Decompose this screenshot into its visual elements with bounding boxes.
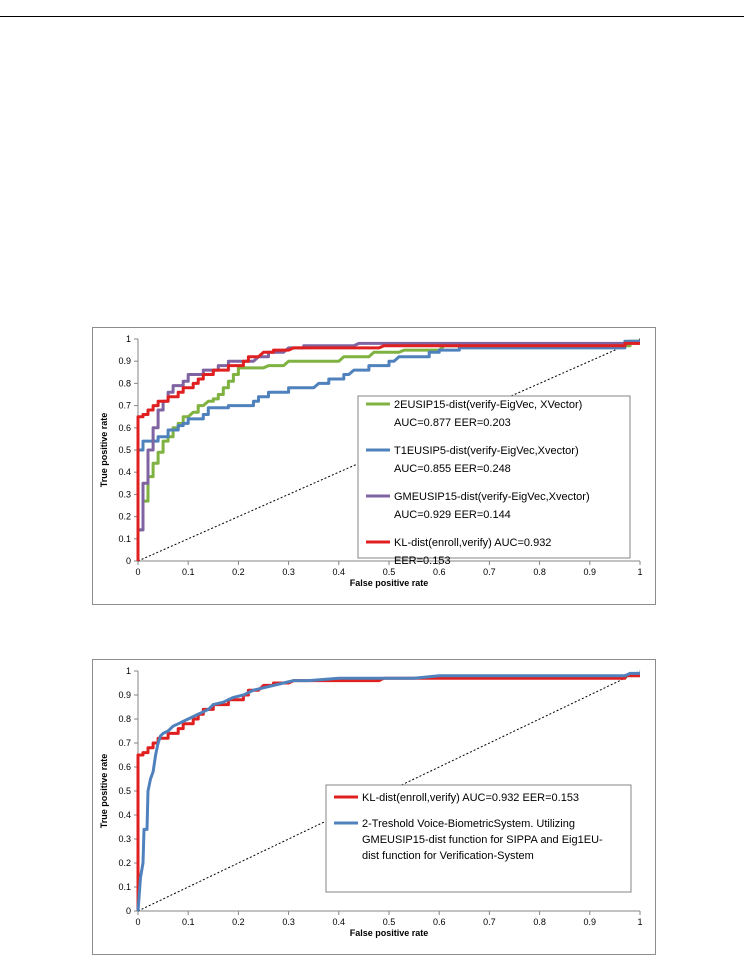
chart1-series-line <box>136 341 640 561</box>
chart1-y-tick-label: 0.5 <box>118 445 131 455</box>
chart1-series-line <box>136 341 640 561</box>
chart2-chance-diagonal <box>137 670 641 912</box>
chart1-legend-label: KL-dist(enroll,verify) AUC=0.932 <box>394 537 551 549</box>
chart1-y-axis-title: True positive rate <box>99 413 109 488</box>
chart2-y-tick-label: 0.5 <box>118 786 131 796</box>
chart1-legend-label: GMEUSIP15-dist(verify-EigVec,Xvector) <box>394 491 590 503</box>
chart1-legend-label: AUC=0.929 EER=0.144 <box>394 509 511 521</box>
chart1-x-tick-label: 0.2 <box>232 567 245 577</box>
chart1-x-tick-label: 0.3 <box>282 567 295 577</box>
chart1-chance-diagonal <box>137 338 641 562</box>
chart1-x-tick-label: 0.5 <box>383 567 396 577</box>
chart2-x-tick-label: 0.3 <box>282 917 295 927</box>
chart1-legend-label: AUC=0.855 EER=0.248 <box>394 463 511 475</box>
chart1-x-tick-label: 0.6 <box>433 567 446 577</box>
chart1-y-tick-label: 0.7 <box>118 401 131 411</box>
chart2-legend-label: GMEUSIP15-dist function for SIPPA and Ei… <box>362 834 603 846</box>
chart1-y-tick-label: 1 <box>126 334 131 344</box>
chart2-y-tick-label: 1 <box>126 666 131 676</box>
chart1-x-axis-title: False positive rate <box>350 578 429 588</box>
chart2-x-tick-label: 0.9 <box>584 917 597 927</box>
roc-chart-1: 0 0.1 0.2 0.3 0.4 0.5 0.6 0.7 0.8 0.9 1 0 0.1 0.2 0.3 0… <box>92 327 656 605</box>
chart2-x-tick-label: 0.7 <box>483 917 496 927</box>
chart2-y-tick-label: 0.1 <box>118 882 131 892</box>
chart2-x-tick-label: 0.2 <box>232 917 245 927</box>
roc-chart-2-svg: 0 0.1 0.2 0.3 0.4 0.5 0.6 0.7 0.8 0.9 1 0 0.1 0.2 0.3 0… <box>99 666 643 938</box>
chart1-series-line <box>136 339 640 561</box>
chart1-x-tick-label: 1 <box>637 567 642 577</box>
chart1-legend-label: 2EUSIP15-dist(verify-EigVec, XVector) <box>394 399 582 411</box>
chart1-y-tick-label: 0.9 <box>118 356 131 366</box>
chart2-legend-label: 2-Treshold Voice-BiometricSystem. Utiliz… <box>362 818 575 830</box>
chart1-series-line <box>136 339 640 561</box>
roc-chart-2: 0 0.1 0.2 0.3 0.4 0.5 0.6 0.7 0.8 0.9 1 0 0.1 0.2 0.3 0… <box>92 659 656 955</box>
chart2-y-tick-label: 0.2 <box>118 858 131 868</box>
chart1-y-tick-label: 0.3 <box>118 489 131 499</box>
chart2-y-tick-label: 0.3 <box>118 834 131 844</box>
chart2-legend-label: dist function for Verification-System <box>362 850 534 862</box>
chart1-x-tick-label: 0 <box>135 567 140 577</box>
chart2-y-tick-label: 0.7 <box>118 738 131 748</box>
chart2-x-axis-title: False positive rate <box>350 928 429 938</box>
chart1-legend-box <box>357 395 631 559</box>
chart2-x-tick-label: 0.5 <box>383 917 396 927</box>
chart2-legend-label: KL-dist(enroll,verify) AUC=0.932 EER=0.1… <box>362 792 579 804</box>
chart2-x-tick-label: 0.8 <box>533 917 546 927</box>
chart2-y-tick-label: 0.8 <box>118 714 131 724</box>
chart1-y-tick-label: 0.1 <box>118 534 131 544</box>
chart2-y-tick-label: 0 <box>126 906 131 916</box>
chart1-y-tick-label: 0 <box>126 556 131 566</box>
chart2-series-line <box>136 671 640 912</box>
chart1-y-tick-label: 0.4 <box>118 467 131 477</box>
chart2-y-axis-title: True positive rate <box>99 754 109 829</box>
chart2-y-tick-label: 0.9 <box>118 690 131 700</box>
chart2-legend-box <box>325 784 632 893</box>
chart1-legend-label: AUC=0.877 EER=0.203 <box>394 417 511 429</box>
chart1-y-tick-label: 0.6 <box>118 423 131 433</box>
chart2-x-tick-label: 0.4 <box>333 917 346 927</box>
chart1-legend-label: T1EUSIP5-dist(verify-EigVec,Xvector) <box>394 445 579 457</box>
chart2-x-tick-label: 1 <box>637 917 642 927</box>
chart2-x-tick-label: 0 <box>135 917 140 927</box>
roc-chart-1-svg: 0 0.1 0.2 0.3 0.4 0.5 0.6 0.7 0.8 0.9 1 0 0.1 0.2 0.3 0… <box>99 334 643 588</box>
chart2-x-tick-label: 0.1 <box>182 917 195 927</box>
chart1-x-tick-label: 0.7 <box>483 567 496 577</box>
chart2-x-tick-label: 0.6 <box>433 917 446 927</box>
chart1-x-tick-label: 0.9 <box>584 567 597 577</box>
chart1-x-tick-label: 0.8 <box>533 567 546 577</box>
chart1-legend-label: EER=0.153 <box>394 555 451 567</box>
page-top-rule <box>0 16 744 17</box>
chart2-y-tick-label: 0.6 <box>118 762 131 772</box>
chart1-x-tick-label: 0.1 <box>182 567 195 577</box>
chart1-x-tick-label: 0.4 <box>333 567 346 577</box>
chart2-y-tick-label: 0.4 <box>118 810 131 820</box>
chart1-y-tick-label: 0.8 <box>118 378 131 388</box>
chart1-y-tick-label: 0.2 <box>118 512 131 522</box>
